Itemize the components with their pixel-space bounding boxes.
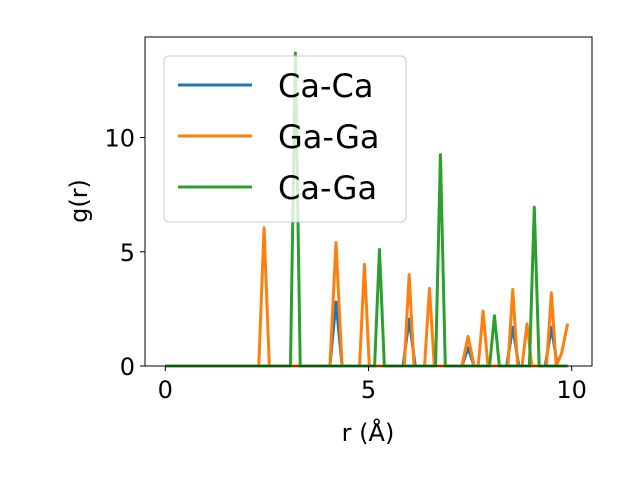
x-tick-label: 10	[556, 376, 587, 404]
y-tick-label: 10	[104, 125, 135, 153]
legend-label-ga-ga: Ga-Ga	[278, 118, 380, 156]
ticks-layer: 0 5 10 0 5 10	[104, 125, 587, 404]
y-axis-label: g(r)	[65, 179, 93, 223]
legend-label-ca-ca: Ca-Ca	[278, 67, 373, 105]
x-axis-label: r (Å)	[342, 418, 395, 447]
legend-box	[163, 55, 407, 223]
series-line-ca-ga	[165, 51, 568, 368]
legend: Ca-Ca Ga-Ga Ca-Ga	[163, 55, 407, 223]
series-line-ga-ga	[165, 226, 570, 368]
y-tick-label: 0	[120, 353, 135, 381]
x-tick-label: 0	[158, 376, 173, 404]
x-tick-label: 5	[361, 376, 376, 404]
legend-label-ca-ga: Ca-Ga	[278, 169, 377, 207]
y-tick-label: 5	[120, 239, 135, 267]
